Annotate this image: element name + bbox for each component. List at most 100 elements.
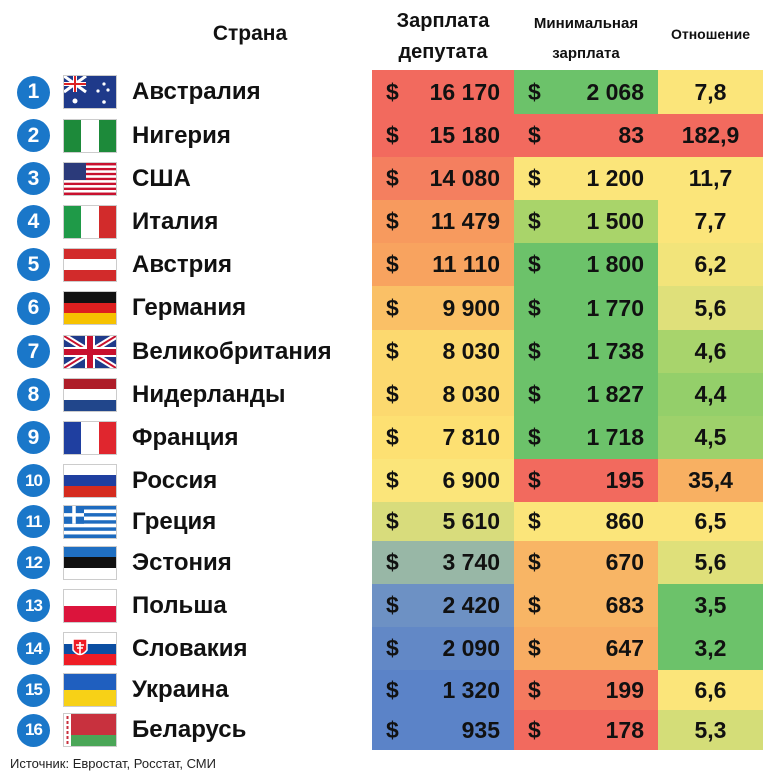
rank-badge: 16: [17, 713, 50, 747]
country-name: Австралия: [132, 78, 261, 105]
currency-symbol: $: [528, 381, 541, 407]
table-row: 1 Австралия $16 170 $2 068 7,8: [0, 70, 763, 114]
table-row: 12 Эстония $3 740 $670 5,6: [0, 541, 763, 584]
deputy-salary-cell: $5 610: [372, 502, 514, 541]
cell-value: 1 770: [586, 294, 644, 321]
country-name: Великобритания: [132, 337, 332, 365]
minimum-wage-cell: $1 800: [514, 243, 658, 286]
cell-value: 6 900: [442, 467, 500, 493]
minimum-wage-cell: $683: [514, 584, 658, 627]
rank-badge: 11: [17, 505, 50, 538]
minimum-wage-cell: $1 738: [514, 330, 658, 373]
ratio-cell: 4,6: [658, 330, 763, 373]
ratio-cell: 6,2: [658, 243, 763, 286]
header-line: Зарплата: [396, 10, 490, 32]
currency-symbol: $: [528, 592, 541, 618]
table-row: 4 Италия $11 479 $1 500 7,7: [0, 200, 763, 243]
currency-symbol: $: [386, 208, 399, 234]
column-header-minimum-wage: Минимальная зарплата: [514, 9, 658, 69]
rank-badge: 10: [17, 464, 50, 497]
currency-symbol: $: [528, 716, 541, 743]
cell-value: 1 738: [586, 338, 644, 364]
rank-badge: 14: [17, 632, 50, 665]
deputy-salary-cell: $7 810: [372, 416, 514, 459]
table-row: 10 Россия $6 900 $195 35,4: [0, 459, 763, 502]
rank-badge: 8: [17, 378, 50, 411]
ratio-cell: 4,4: [658, 373, 763, 416]
minimum-wage-cell: $1 827: [514, 373, 658, 416]
cell-value: 2 090: [442, 635, 500, 661]
country-name: Нигерия: [132, 121, 231, 149]
cell-value: 8 030: [442, 338, 500, 364]
header-line: зарплата: [552, 45, 620, 62]
deputy-salary-cell: $8 030: [372, 330, 514, 373]
currency-symbol: $: [528, 294, 541, 321]
ratio-cell: 3,5: [658, 584, 763, 627]
table-row: 8 Нидерланды $8 030 $1 827 4,4: [0, 373, 763, 416]
country-name: Италия: [132, 207, 219, 235]
deputy-salary-cell: $14 080: [372, 157, 514, 200]
ratio-cell: 11,7: [658, 157, 763, 200]
currency-symbol: $: [528, 165, 541, 191]
currency-symbol: $: [386, 294, 399, 321]
currency-symbol: $: [386, 549, 399, 575]
table-row: 5 Австрия $11 110 $1 800 6,2: [0, 243, 763, 286]
country-name: Словакия: [132, 634, 248, 662]
ratio-cell: 3,2: [658, 627, 763, 670]
rank-badge: 5: [17, 248, 50, 281]
cell-value: 2 068: [586, 78, 644, 105]
currency-symbol: $: [386, 78, 399, 105]
cell-value: 7 810: [442, 424, 500, 450]
germany-flag-icon: [64, 292, 116, 324]
cell-value: 935: [461, 716, 500, 743]
currency-symbol: $: [386, 592, 399, 618]
deputy-salary-cell: $2 090: [372, 627, 514, 670]
currency-symbol: $: [528, 635, 541, 661]
currency-symbol: $: [386, 508, 399, 534]
currency-symbol: $: [386, 716, 399, 743]
cell-value: 15 180: [429, 122, 500, 148]
ratio-cell: 5,3: [658, 710, 763, 750]
currency-symbol: $: [528, 676, 541, 703]
cell-value: 83: [618, 122, 644, 148]
minimum-wage-cell: $1 200: [514, 157, 658, 200]
cell-value: 683: [605, 592, 644, 618]
currency-symbol: $: [386, 251, 399, 277]
minimum-wage-cell: $195: [514, 459, 658, 502]
usa-flag-icon: [64, 162, 116, 195]
deputy-salary-cell: $9 900: [372, 286, 514, 330]
cell-value: 1 718: [586, 424, 644, 450]
cell-value: 1 320: [442, 676, 500, 703]
minimum-wage-cell: $83: [514, 114, 658, 157]
column-header-deputy-salary: Зарплата депутата: [372, 6, 514, 68]
cell-value: 670: [605, 549, 644, 575]
rank-badge: 7: [17, 335, 50, 368]
currency-symbol: $: [528, 549, 541, 575]
deputy-salary-cell: $16 170: [372, 70, 514, 114]
country-name: Россия: [132, 466, 218, 494]
country-name: Польша: [132, 591, 227, 619]
column-header-country: Страна: [212, 22, 288, 45]
deputy-salary-cell: $1 320: [372, 670, 514, 710]
ratio-cell: 5,6: [658, 541, 763, 584]
table-row: 11 Греция $5 610 $860 6,5: [0, 502, 763, 541]
belarus-flag-icon: [64, 714, 116, 746]
netherlands-flag-icon: [64, 378, 116, 411]
currency-symbol: $: [386, 165, 399, 191]
currency-symbol: $: [386, 338, 399, 364]
currency-symbol: $: [528, 508, 541, 534]
header-line: Минимальная: [533, 15, 639, 32]
austria-flag-icon: [64, 248, 116, 281]
cell-value: 860: [605, 508, 644, 534]
currency-symbol: $: [528, 424, 541, 450]
deputy-salary-cell: $935: [372, 710, 514, 750]
rank-badge: 1: [17, 75, 50, 109]
ratio-cell: 6,5: [658, 502, 763, 541]
poland-flag-icon: [64, 589, 116, 622]
country-name: Греция: [132, 507, 217, 535]
cell-value: 11 110: [432, 251, 500, 277]
ratio-cell: 35,4: [658, 459, 763, 502]
table-row: 6 Германия $9 900 $1 770 5,6: [0, 286, 763, 330]
estonia-flag-icon: [64, 546, 116, 579]
rank-badge: 2: [17, 119, 50, 152]
